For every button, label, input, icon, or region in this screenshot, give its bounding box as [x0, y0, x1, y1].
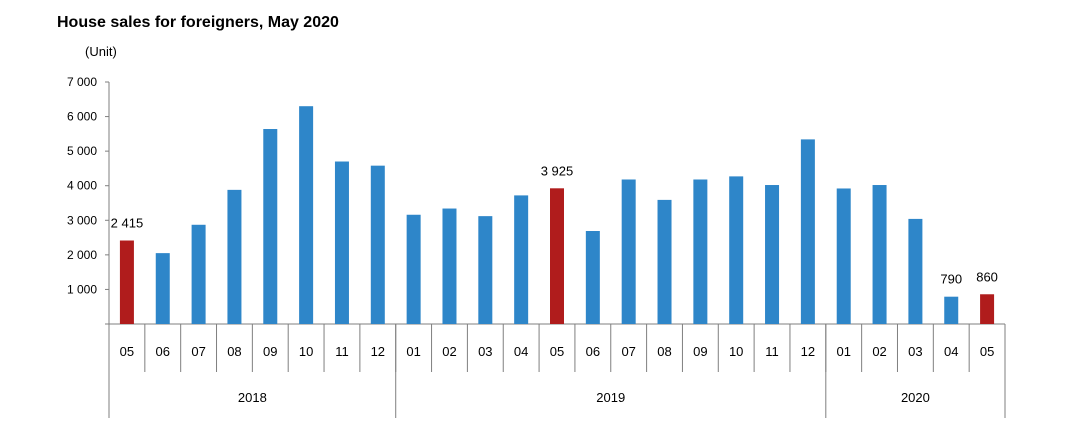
x-tick-label: 07 — [191, 344, 205, 359]
bar — [980, 294, 995, 324]
y-tick-label: 3 000 — [67, 213, 97, 227]
x-tick-label: 03 — [478, 344, 492, 359]
x-tick-label: 04 — [944, 344, 958, 359]
bar — [729, 176, 744, 324]
bar — [191, 224, 206, 324]
bar — [585, 231, 600, 324]
bar — [836, 188, 851, 324]
x-tick-label: 09 — [263, 344, 277, 359]
bar — [478, 216, 493, 324]
bar — [119, 240, 134, 324]
bar — [800, 139, 815, 324]
x-tick-label: 06 — [586, 344, 600, 359]
bar — [263, 129, 278, 324]
bar — [370, 165, 385, 324]
x-tick-label: 10 — [729, 344, 743, 359]
x-tick-label: 10 — [299, 344, 313, 359]
bar — [765, 185, 780, 324]
x-tick-label: 03 — [908, 344, 922, 359]
bar — [621, 179, 636, 324]
y-tick-label: 6 000 — [67, 110, 97, 124]
x-tick-label: 01 — [836, 344, 850, 359]
bar — [693, 179, 708, 324]
y-tick-label: 7 000 — [67, 75, 97, 89]
bar — [908, 218, 923, 324]
x-tick-label: 11 — [335, 344, 349, 359]
y-tick-label: 2 000 — [67, 248, 97, 262]
bar — [944, 296, 959, 324]
y-tick-label: 5 000 — [67, 144, 97, 158]
x-tick-label: 02 — [442, 344, 456, 359]
x-tick-label: 02 — [872, 344, 886, 359]
bar — [334, 161, 349, 324]
year-label: 2020 — [901, 390, 930, 405]
data-label: 860 — [976, 269, 998, 284]
bar — [406, 214, 421, 324]
x-tick-label: 12 — [371, 344, 385, 359]
y-tick-label: 1 000 — [67, 282, 97, 296]
x-tick-label: 04 — [514, 344, 528, 359]
bar — [872, 185, 887, 324]
x-tick-label: 09 — [693, 344, 707, 359]
x-tick-label: 01 — [406, 344, 420, 359]
y-tick-label: 4 000 — [67, 179, 97, 193]
year-label: 2019 — [596, 390, 625, 405]
x-tick-label: 11 — [765, 344, 779, 359]
bar — [514, 195, 529, 324]
data-label: 790 — [940, 272, 962, 287]
x-tick-label: 07 — [621, 344, 635, 359]
x-tick-label: 05 — [980, 344, 994, 359]
bar — [657, 199, 672, 324]
bar — [155, 253, 170, 324]
x-tick-label: 08 — [657, 344, 671, 359]
x-tick-label: 06 — [156, 344, 170, 359]
x-tick-label: 05 — [550, 344, 564, 359]
year-label: 2018 — [238, 390, 267, 405]
x-tick-label: 08 — [227, 344, 241, 359]
x-tick-label: 12 — [801, 344, 815, 359]
y-axis-unit-label: (Unit) — [85, 44, 117, 59]
data-label: 2 415 — [111, 216, 144, 231]
bar — [550, 188, 564, 324]
x-tick-label: 05 — [120, 344, 134, 359]
data-label: 3 925 — [541, 163, 574, 178]
bar — [299, 106, 314, 324]
bar — [227, 189, 242, 324]
chart-title: House sales for foreigners, May 2020 — [57, 14, 339, 31]
bar — [442, 208, 457, 324]
